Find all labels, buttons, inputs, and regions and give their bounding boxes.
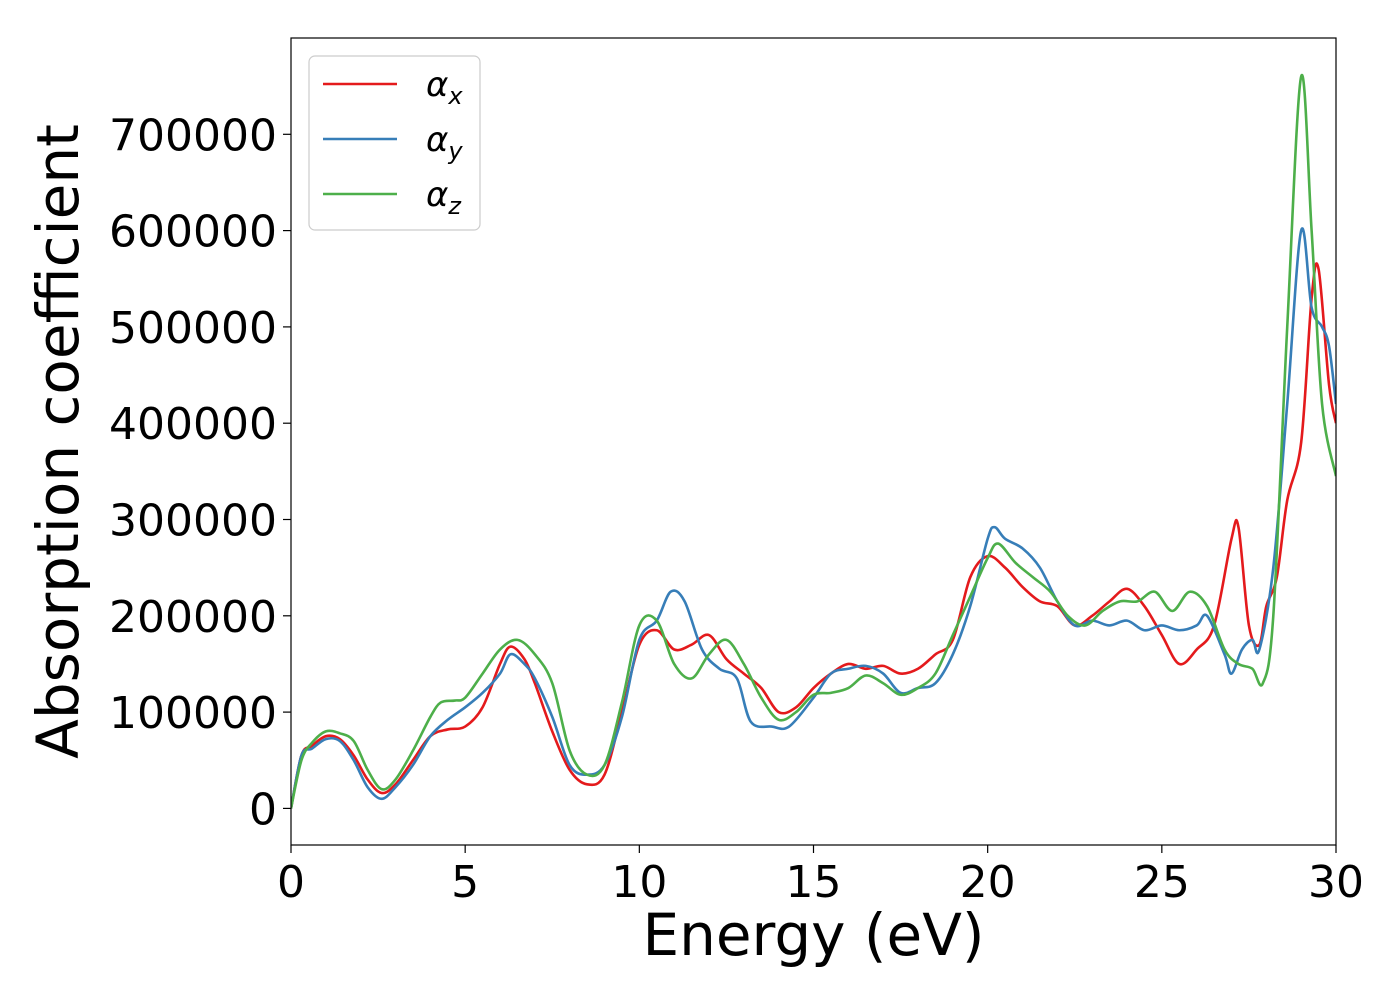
legend-label: αz — [426, 175, 462, 220]
x-axis-title: Energy (eV) — [642, 901, 984, 969]
series-group — [291, 73, 1336, 809]
x-tick-label: 25 — [1134, 857, 1190, 908]
y-axis-title: Absorption coefficient — [24, 124, 92, 759]
legend: αx αy αz — [308, 55, 481, 231]
y-tick-label: 500000 — [109, 303, 277, 354]
x-axis: 0 5 10 15 20 25 30 — [277, 845, 1364, 908]
y-tick-label: 700000 — [109, 110, 277, 161]
y-tick-label: 400000 — [109, 399, 277, 450]
x-tick-label: 30 — [1308, 857, 1364, 908]
y-tick-label: 100000 — [109, 688, 277, 739]
legend-box — [308, 55, 481, 231]
y-tick-label: 600000 — [109, 207, 277, 258]
series-line-α-x — [291, 262, 1336, 809]
y-axis: 0 100000 200000 300000 400000 500000 600000 700… — [109, 110, 291, 835]
y-tick-label: 200000 — [109, 592, 277, 643]
series-line-α-z — [291, 73, 1336, 809]
y-tick-label: 300000 — [109, 496, 277, 547]
x-tick-label: 20 — [960, 857, 1016, 908]
y-tick-label: 0 — [249, 784, 277, 835]
x-tick-label: 5 — [451, 857, 479, 908]
series-line-α-y — [291, 227, 1336, 809]
legend-label: αx — [426, 65, 463, 110]
x-tick-label: 0 — [277, 857, 305, 908]
legend-label: αy — [426, 120, 463, 165]
x-tick-label: 10 — [611, 857, 667, 908]
x-tick-label: 15 — [786, 857, 842, 908]
